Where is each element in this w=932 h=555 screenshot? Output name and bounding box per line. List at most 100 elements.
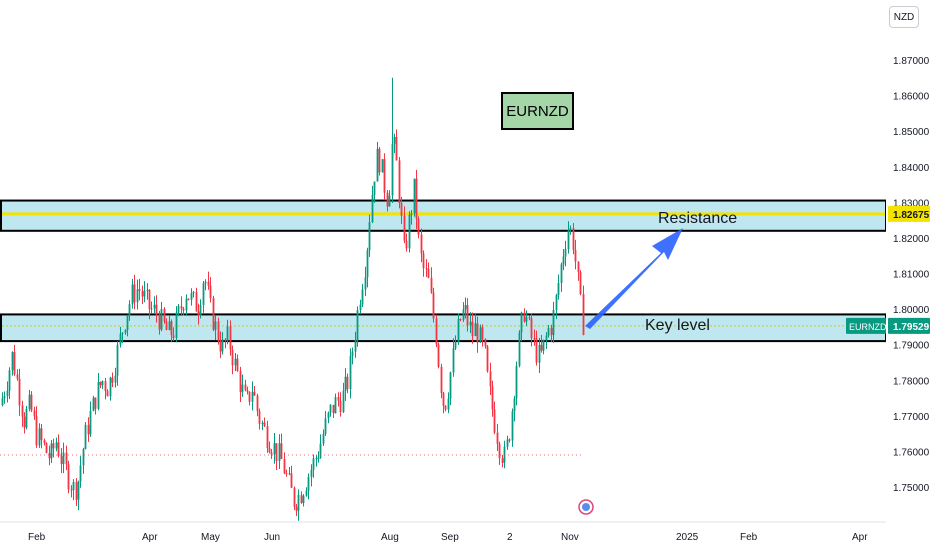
candle-body <box>197 311 200 316</box>
candle-body <box>359 304 362 311</box>
price-tick-label: 1.86000 <box>893 92 930 103</box>
candle-body <box>150 308 153 310</box>
candle-body <box>413 178 416 214</box>
candle-body <box>239 370 242 393</box>
candle-body <box>217 321 220 342</box>
candle-body <box>163 308 166 322</box>
candle-body <box>523 312 526 322</box>
candle-body <box>442 393 445 406</box>
candle-body <box>312 458 315 470</box>
symbol-title-box: EURNZD <box>501 92 574 130</box>
time-axis[interactable]: Feb Apr May Jun Aug Sep 2 Nov 2025 Feb Apr <box>0 521 932 550</box>
candle-body <box>454 342 457 349</box>
candle-body <box>388 195 391 207</box>
candle-body <box>84 424 87 450</box>
candle-body <box>403 215 406 241</box>
candle-body <box>481 327 484 340</box>
candle-body <box>346 376 349 390</box>
candle-body <box>70 489 73 491</box>
candle-body <box>457 319 460 343</box>
key-level-label: Key level <box>645 317 710 334</box>
candle-body <box>280 443 283 459</box>
time-tick-label: Sep <box>441 532 459 543</box>
candle-body <box>400 203 403 216</box>
candle-body <box>97 381 100 409</box>
price-axis[interactable]: 1.87000 1.86000 1.85000 1.84000 1.83000 1.820… <box>846 0 932 522</box>
candle-body <box>261 422 264 424</box>
candle-body <box>128 304 131 316</box>
candle-body <box>1 398 4 406</box>
candle-body <box>574 249 577 262</box>
candle-body <box>550 327 553 336</box>
candle-body <box>476 323 479 343</box>
candle-body <box>462 309 465 320</box>
current-symbol-text: EURNZD <box>849 322 887 332</box>
candle-body <box>373 181 376 195</box>
candle-body <box>241 384 244 393</box>
candle-body <box>38 428 41 446</box>
candle-body <box>381 159 384 173</box>
candle-body <box>378 148 381 173</box>
candle-body <box>515 365 518 399</box>
candle-body <box>224 339 227 341</box>
candle-body <box>195 291 198 312</box>
candle-body <box>33 410 36 417</box>
candle-body <box>207 281 210 286</box>
candle-body <box>474 323 477 337</box>
candle-body <box>464 305 467 310</box>
price-tick-label: 1.84000 <box>893 163 930 174</box>
candle-body <box>119 333 122 345</box>
candle-body <box>23 416 26 428</box>
candle-body <box>165 321 168 330</box>
resistance-line <box>2 212 885 216</box>
price-axis-bg <box>886 0 932 522</box>
key-level-zone <box>0 313 887 343</box>
candle-body <box>567 230 570 250</box>
candle-body <box>77 481 80 500</box>
candle-body <box>121 332 124 334</box>
candle-body <box>432 292 435 319</box>
candle-body <box>192 291 195 294</box>
currency-label[interactable]: NZD <box>889 6 919 28</box>
candle-body <box>126 315 129 331</box>
overlay-layer: Resistance Key level <box>0 210 737 515</box>
candle-body <box>13 352 16 375</box>
candle-body <box>21 405 24 417</box>
candle-body <box>229 326 232 350</box>
candle-body <box>405 240 408 249</box>
candle-body <box>214 321 217 330</box>
candle-body <box>153 304 156 309</box>
candle-body <box>55 442 58 449</box>
candle-body <box>297 495 300 511</box>
candle-body <box>459 319 462 321</box>
candle-body <box>89 410 92 435</box>
candle-body <box>533 337 536 339</box>
candle-body <box>361 289 364 305</box>
price-tick-label: 1.78000 <box>893 376 930 387</box>
current-price-tag <box>888 317 930 334</box>
candle-body <box>447 398 450 410</box>
candle-body <box>75 481 78 500</box>
candle-body <box>52 443 55 449</box>
candle-body <box>486 346 489 372</box>
candle-body <box>582 294 585 335</box>
candle-body <box>513 398 516 412</box>
candle-body <box>425 268 428 270</box>
candle-body <box>322 433 325 444</box>
candle-body <box>221 339 224 352</box>
time-tick-label: Feb <box>740 532 758 543</box>
candle-body <box>493 409 496 433</box>
candle-body <box>155 304 158 315</box>
candle-body <box>251 391 254 402</box>
candle-body <box>525 317 528 322</box>
candle-body <box>538 344 541 363</box>
time-tick-label: Aug <box>381 532 399 543</box>
candle-body <box>48 452 51 459</box>
candle-body <box>302 495 305 503</box>
candle-body <box>172 335 175 338</box>
candle-body <box>236 358 239 371</box>
candle-body <box>248 391 251 402</box>
candle-body <box>35 416 38 446</box>
